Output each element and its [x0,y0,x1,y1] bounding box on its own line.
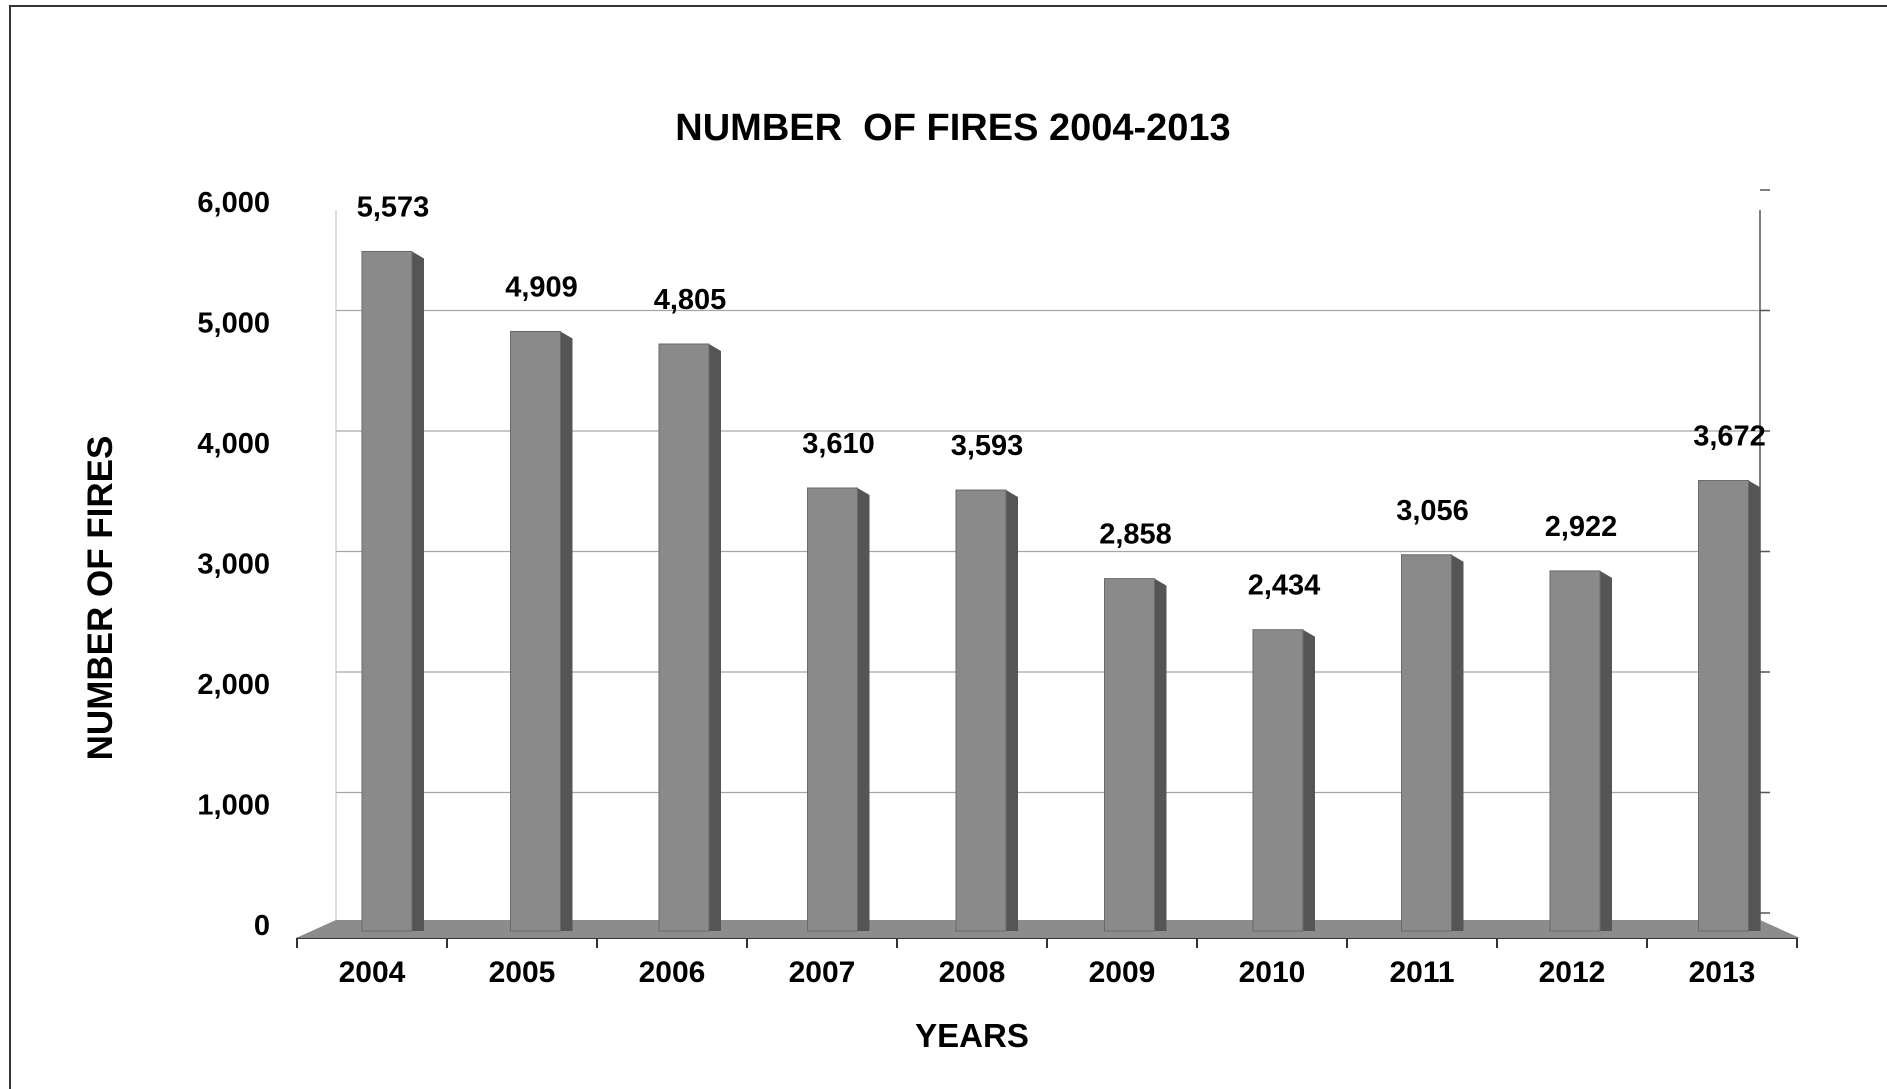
x-tick-label: 2008 [939,956,1006,989]
bar [1549,570,1601,932]
y-tick-label: 2,000 [197,669,270,701]
bar-side [412,251,424,932]
bar-side [1600,570,1612,931]
x-tick-label: 2013 [1689,956,1756,989]
data-label: 2,858 [1099,519,1172,551]
bar [807,487,858,932]
bar-side [1006,490,1018,931]
data-label: 4,909 [505,271,578,303]
bar-side [1748,480,1761,931]
data-label: 3,672 [1693,421,1766,453]
x-tick-label: 2012 [1539,956,1606,989]
data-labels: 5,573 4,909 4,805 3,610 3,593 2,858 2,434 3,056… [357,191,1766,601]
bar-side [560,331,573,931]
y-axis-label: NUMBER OF FIRES [81,436,120,761]
bar-side [709,343,721,931]
data-label: 2,922 [1545,511,1618,543]
bar [361,250,413,932]
bars [361,250,1761,932]
data-label: 2,434 [1248,570,1321,602]
bar-side [1303,629,1315,931]
x-tick-label: 2010 [1239,956,1306,989]
x-tick-label: 2011 [1389,956,1454,989]
gridlines [336,309,1760,794]
bar [1401,554,1452,932]
data-label: 5,573 [357,191,430,223]
x-tick-label: 2006 [639,956,706,989]
bar [1104,578,1155,932]
y-tick-label: 4,000 [197,428,270,460]
y-tick-label: 5,000 [197,308,270,340]
x-tick-label: 2009 [1089,956,1156,989]
x-axis-label: YEARS [915,1017,1029,1054]
tick-labels: 0 1,000 2,000 3,000 4,000 5,000 6,000 2004 2005 2… [197,187,1755,989]
bar-side [857,487,870,931]
y-tick-label: 1,000 [197,790,270,822]
bar [658,343,710,932]
y-tick-label: 3,000 [197,549,270,581]
bar-side [1154,578,1167,931]
bar [510,330,561,932]
y-tick-label: 6,000 [197,187,270,219]
y-tick-label: 0 [254,910,270,942]
x-tick-label: 2004 [339,956,406,989]
bar [1252,629,1304,932]
data-label: 3,593 [951,430,1024,462]
bar [955,489,1007,932]
chart-title: NUMBER OF FIRES 2004-2013 [675,107,1230,149]
data-label: 3,056 [1396,495,1469,527]
x-tick-label: 2005 [489,956,556,989]
data-label: 4,805 [654,284,727,316]
bar-side [1451,554,1464,931]
bar [1698,480,1749,932]
data-label: 3,610 [802,428,875,460]
x-tick-label: 2007 [789,956,856,989]
